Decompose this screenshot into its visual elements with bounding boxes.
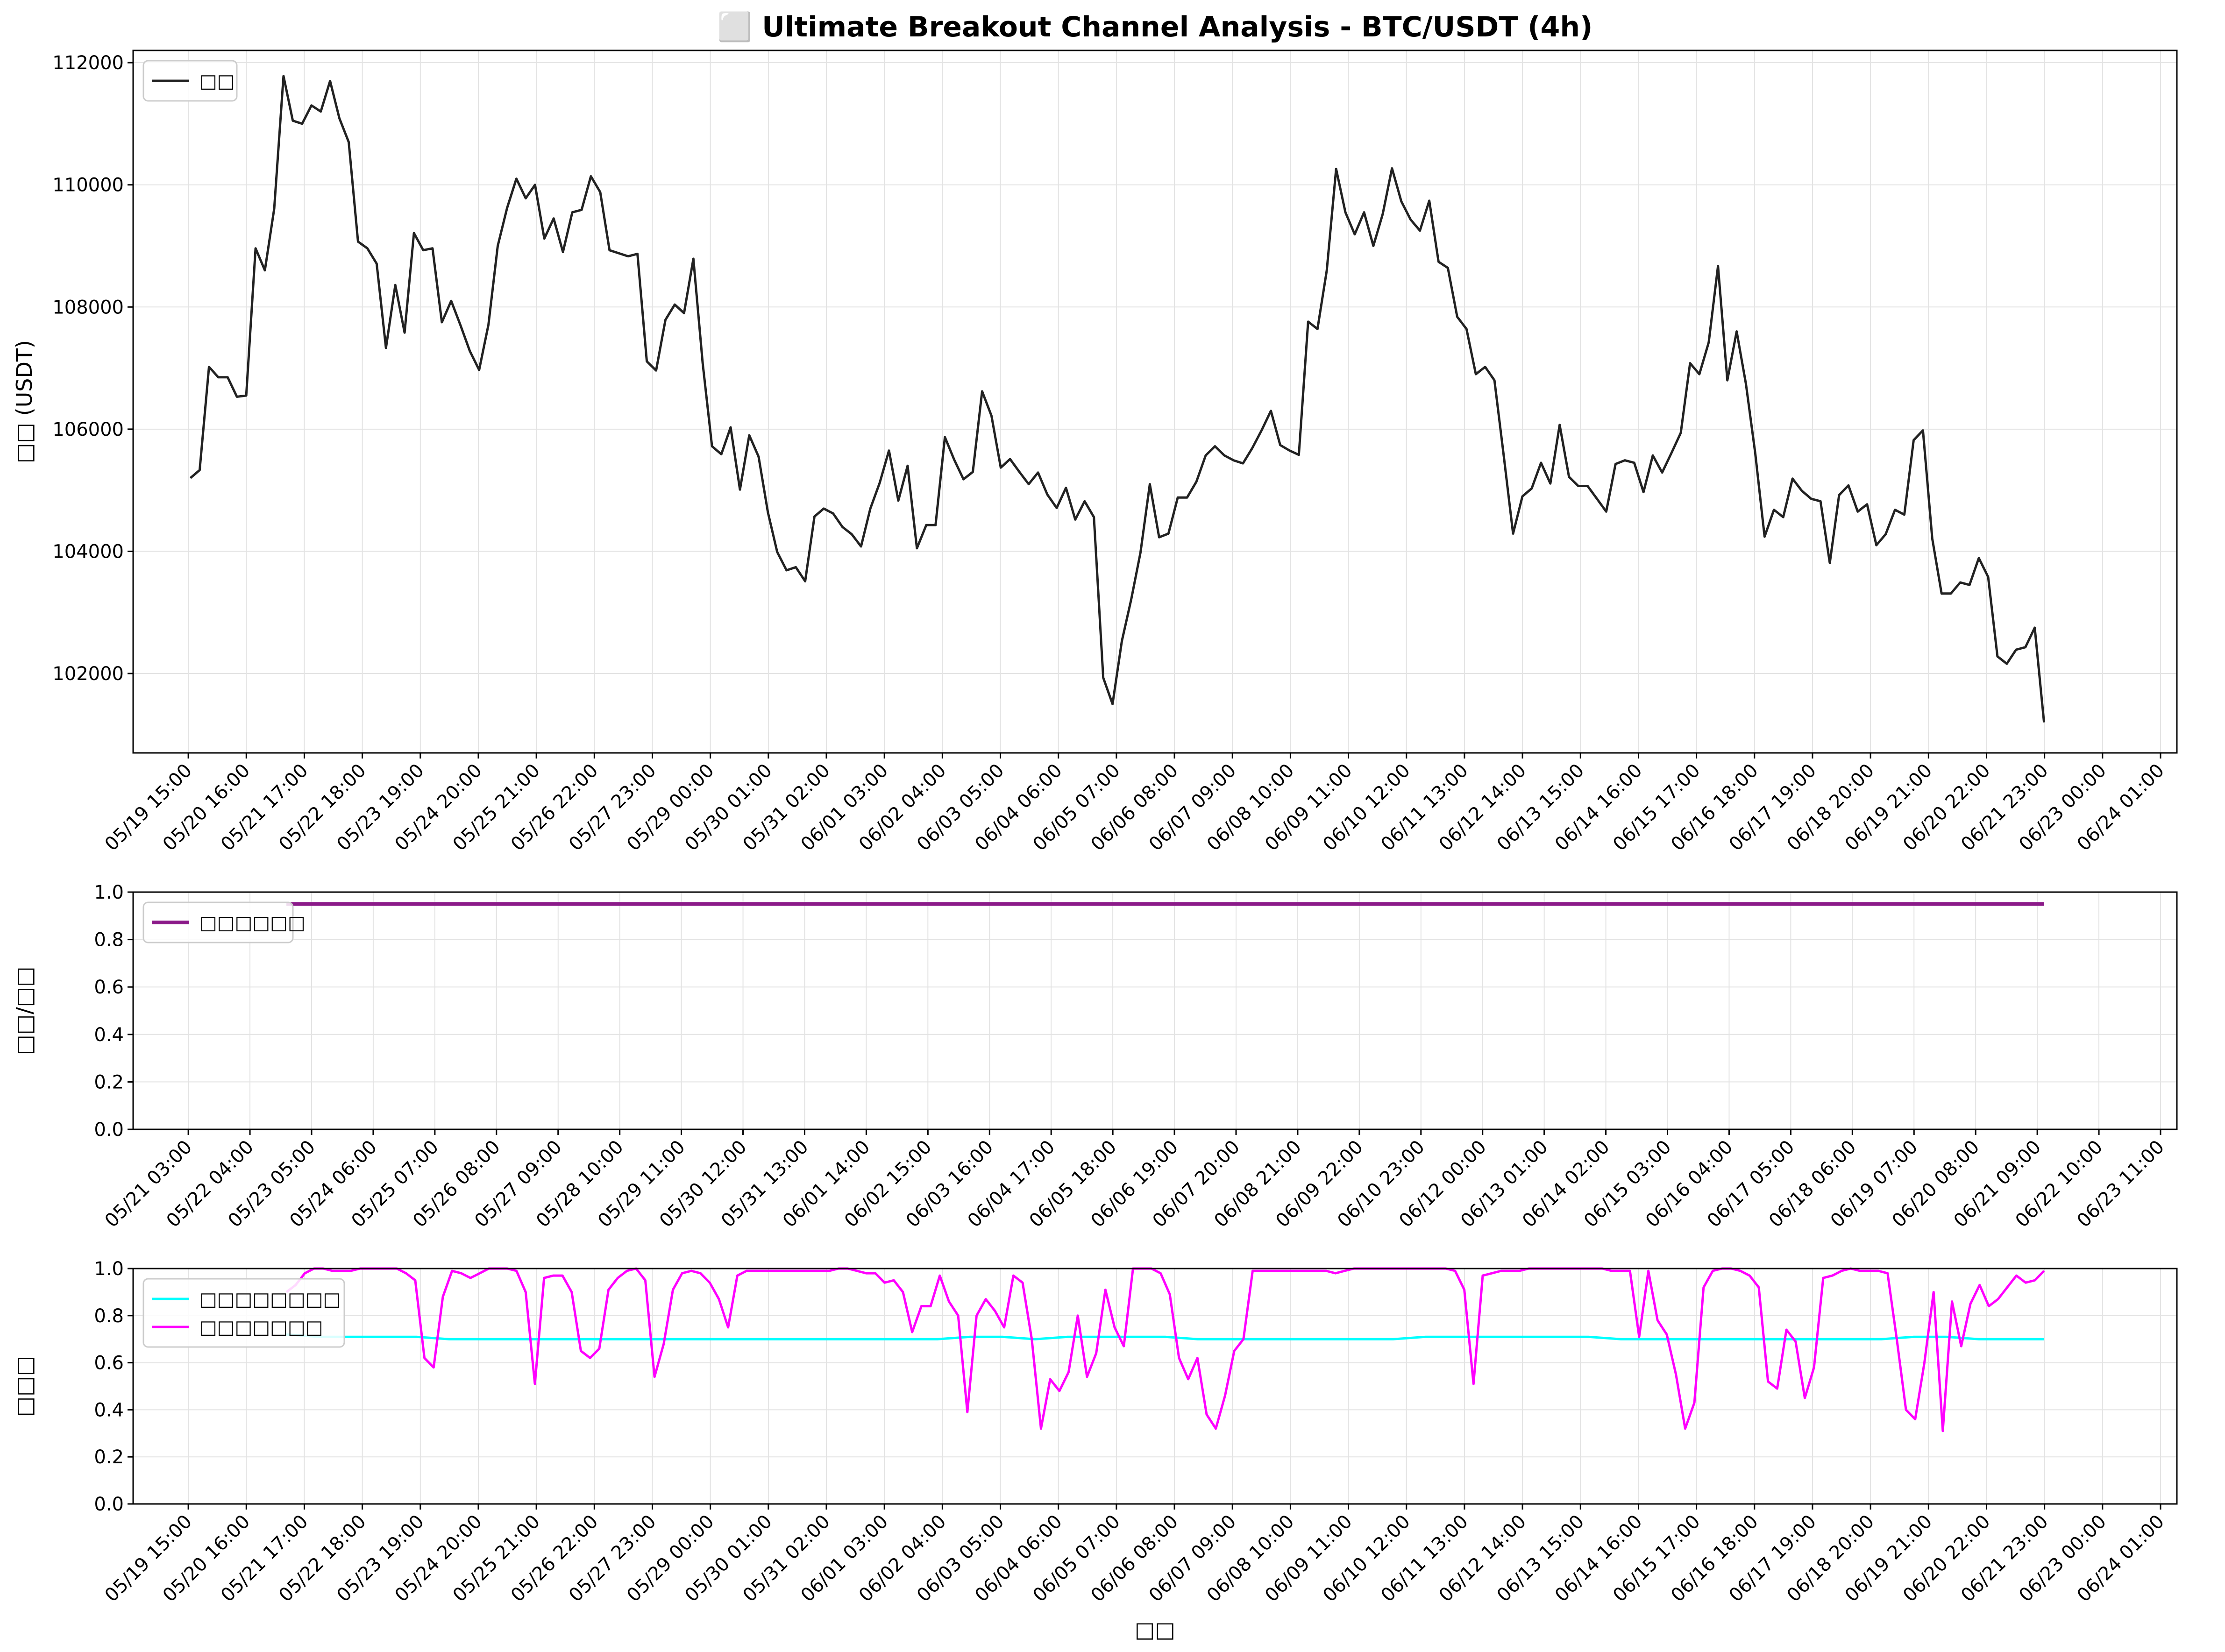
x-axis-label: □□ bbox=[1135, 1617, 1175, 1642]
series-line-0 bbox=[286, 1333, 2044, 1340]
chart-title: ⬜ Ultimate Breakout Channel Analysis - B… bbox=[718, 11, 1593, 43]
y-axis-label: □□□ bbox=[12, 1356, 37, 1417]
y-tick-label: 110000 bbox=[52, 175, 124, 196]
y-tick-label: 0.0 bbox=[94, 1119, 124, 1141]
y-tick-label: 0.4 bbox=[94, 1024, 124, 1046]
y-tick-label: 1.0 bbox=[94, 1258, 124, 1280]
y-tick-label: 106000 bbox=[52, 419, 124, 440]
chart-panel-0: 10200010400010600010800011000011200005/1… bbox=[12, 11, 2178, 855]
y-tick-label: 1.0 bbox=[94, 882, 124, 903]
y-tick-label: 108000 bbox=[52, 297, 124, 318]
y-tick-label: 0.2 bbox=[94, 1071, 124, 1093]
series-line-0 bbox=[189, 75, 2046, 723]
y-tick-label: 0.6 bbox=[94, 977, 124, 998]
y-tick-label: 0.8 bbox=[94, 929, 124, 951]
y-tick-label: 0.2 bbox=[94, 1446, 124, 1468]
y-axis-label: □□ (USDT) bbox=[12, 340, 37, 463]
axes-frame bbox=[132, 891, 2178, 1130]
y-tick-label: 0.0 bbox=[94, 1494, 124, 1515]
legend-box bbox=[142, 901, 294, 943]
legend-label-1: □□□□□□□ bbox=[199, 1317, 323, 1338]
legend-label-0: □□□□□□□□ bbox=[199, 1289, 341, 1310]
legend-label-0: □□□□□□ bbox=[199, 912, 306, 934]
axes-frame bbox=[132, 1268, 2178, 1505]
y-tick-label: 102000 bbox=[52, 663, 124, 685]
y-tick-label: 0.4 bbox=[94, 1399, 124, 1421]
y-tick-label: 104000 bbox=[52, 541, 124, 562]
axes-frame bbox=[132, 50, 2178, 754]
series-line-1 bbox=[285, 1267, 2045, 1432]
legend-box bbox=[142, 1278, 345, 1348]
legend-label-0: □□ bbox=[199, 71, 235, 92]
y-tick-label: 112000 bbox=[52, 52, 124, 74]
chart-root: 10200010400010600010800011000011200005/1… bbox=[12, 11, 2178, 1642]
legend-box bbox=[142, 60, 238, 102]
y-tick-label: 0.8 bbox=[94, 1305, 124, 1327]
y-tick-label: 0.6 bbox=[94, 1353, 124, 1374]
y-axis-label: □□/□□ bbox=[12, 966, 37, 1055]
